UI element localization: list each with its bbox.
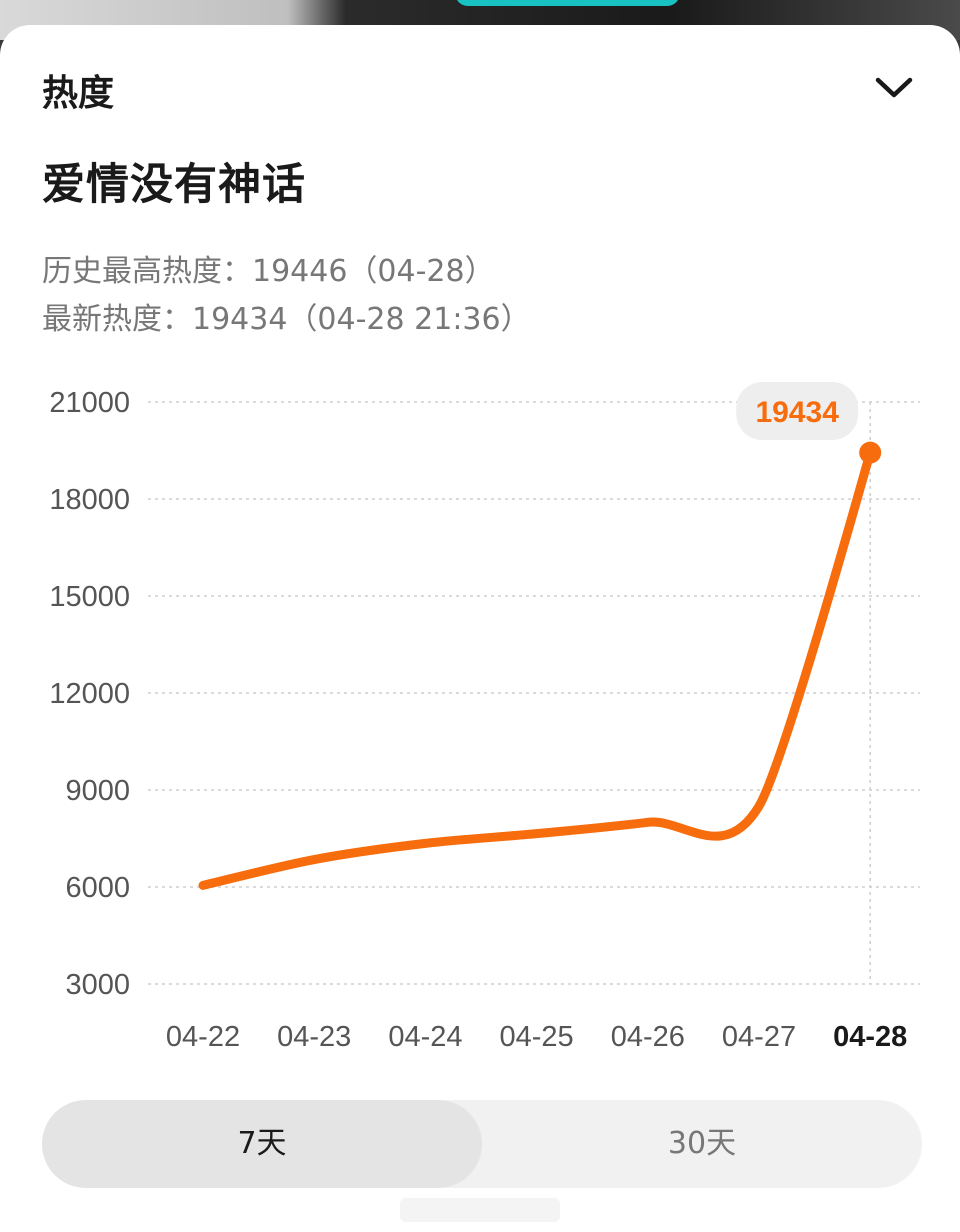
x-tick-label: 04-24	[388, 1021, 462, 1053]
series-line	[198, 448, 875, 890]
x-tick-label: 04-26	[611, 1021, 685, 1053]
sheet-title: 热度	[42, 73, 115, 114]
tab-7-days[interactable]: 7天	[42, 1100, 482, 1188]
latest-value-badge: 19434	[736, 382, 859, 440]
y-tick-label: 15000	[49, 581, 130, 613]
x-tick-label: 04-27	[722, 1021, 796, 1053]
x-tick-label: 04-22	[166, 1021, 240, 1053]
latest-point	[859, 441, 882, 464]
watermark	[400, 1198, 560, 1222]
latest-heat-text: 最新热度：19434（04-28 21:36）	[42, 302, 531, 337]
y-axis-labels: 3000 6000 9000 12000 15000 18000 21000	[49, 387, 130, 1001]
range-tabs: 7天 30天	[42, 1100, 922, 1188]
badge-background	[736, 382, 859, 440]
badge-value: 19434	[755, 396, 839, 429]
x-tick-label: 04-28	[833, 1021, 907, 1053]
chevron-down-icon[interactable]	[870, 70, 918, 106]
chart-grid	[148, 401, 920, 985]
y-tick-label: 3000	[65, 969, 130, 1001]
y-tick-label: 21000	[49, 387, 130, 419]
peak-heat-text: 历史最高热度：19446（04-28）	[42, 254, 495, 289]
heat-bottom-sheet	[0, 25, 960, 1232]
x-tick-label: 04-25	[500, 1021, 574, 1053]
background-button	[455, 0, 680, 6]
y-tick-label: 12000	[49, 678, 130, 710]
x-axis-labels: 04-22 04-23 04-24 04-25 04-26 04-27 04-28	[166, 1021, 907, 1053]
y-tick-label: 18000	[49, 484, 130, 516]
tab-30-days[interactable]: 30天	[667, 1126, 737, 1161]
y-tick-label: 9000	[65, 775, 130, 807]
x-tick-label: 04-23	[277, 1021, 351, 1053]
y-tick-label: 6000	[65, 872, 130, 904]
topic-name: 爱情没有神话	[42, 160, 306, 210]
